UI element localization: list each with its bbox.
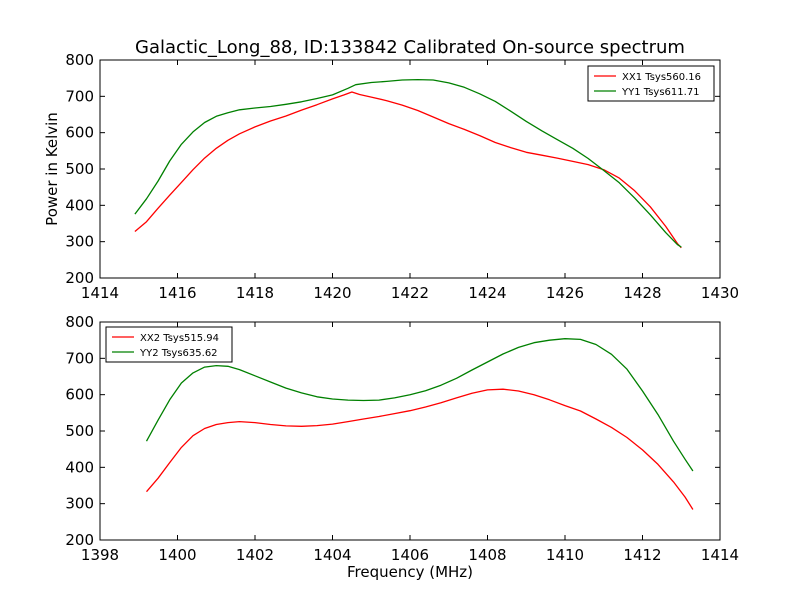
panel2-xtick-label: 1410 bbox=[546, 546, 584, 564]
panel2-ytick-label: 500 bbox=[65, 422, 94, 440]
panel1-xtick-label: 1426 bbox=[546, 284, 584, 302]
panel2-legend-box bbox=[105, 326, 233, 363]
panel1-ytick-label: 600 bbox=[65, 124, 94, 142]
panel2-xtick-label: 1406 bbox=[391, 546, 429, 564]
panel1-ytick-label: 500 bbox=[65, 160, 94, 178]
panel2-xtick-label: 1408 bbox=[468, 546, 506, 564]
panel1-xtick-label: 1430 bbox=[701, 284, 739, 302]
panel1-ytick-label: 700 bbox=[65, 87, 94, 105]
panel2-series-2-line bbox=[145, 338, 694, 472]
panel1-ytick-label: 200 bbox=[65, 269, 94, 287]
panel2-ytick-label: 600 bbox=[65, 386, 94, 404]
panel1-xtick-label: 1420 bbox=[313, 284, 351, 302]
panel2-ytick-label: 300 bbox=[65, 495, 94, 513]
panel1-ytick-label: 300 bbox=[65, 233, 94, 251]
panel2-ytick-label: 700 bbox=[65, 349, 94, 367]
panel1-series-2-line bbox=[134, 78, 682, 248]
panel2-legend: XX2 Tsys515.94 YY2 Tsys635.62 bbox=[105, 326, 233, 363]
panel2-xtick-label: 1412 bbox=[623, 546, 661, 564]
panel1-y-axis-label: Power in Kelvin bbox=[43, 112, 61, 226]
panel1-xtick-label: 1416 bbox=[158, 284, 196, 302]
panel2-xtick-label: 1404 bbox=[313, 546, 351, 564]
panel1-group: 1414 1416 1418 1420 1422 1424 1426 1428 1430 200 3… bbox=[43, 51, 739, 302]
panel1-legend-label-1: XX1 Tsys560.16 bbox=[622, 72, 701, 83]
panel1-xtick-label: 1422 bbox=[391, 284, 429, 302]
panel2-group: 1398 1400 1402 1404 1406 1408 1410 1412 1414 200 3… bbox=[65, 313, 739, 581]
panel1-series-1-line bbox=[134, 91, 682, 249]
panel2-legend-label-1: XX2 Tsys515.94 bbox=[140, 333, 219, 344]
panel2-legend-label-2: YY2 Tsys635.62 bbox=[139, 348, 218, 359]
panel1-legend-label-2: YY1 Tsys611.71 bbox=[621, 87, 700, 98]
panel2-x-axis-label: Frequency (MHz) bbox=[347, 563, 473, 581]
panel1-ytick-label: 800 bbox=[65, 51, 94, 69]
panel1-xtick-label: 1424 bbox=[468, 284, 506, 302]
panel2-ytick-label: 200 bbox=[65, 531, 94, 549]
panel1-legend: XX1 Tsys560.16 YY1 Tsys611.71 bbox=[587, 65, 715, 102]
figure-title: Galactic_Long_88, ID:133842 Calibrated O… bbox=[135, 37, 685, 58]
panel2-ytick-label: 800 bbox=[65, 313, 94, 331]
panel2-xtick-label: 1398 bbox=[81, 546, 119, 564]
panel1-xtick-label: 1414 bbox=[81, 284, 119, 302]
panel2-xtick-label: 1402 bbox=[236, 546, 274, 564]
panel2-xtick-label: 1400 bbox=[158, 546, 196, 564]
panel1-ytick-label: 400 bbox=[65, 196, 94, 214]
panel2-ytick-label: 400 bbox=[65, 458, 94, 476]
panel1-legend-box bbox=[587, 65, 715, 102]
panel1-xtick-label: 1428 bbox=[623, 284, 661, 302]
panel2-series-1-line bbox=[146, 388, 694, 510]
panel2-xtick-label: 1414 bbox=[701, 546, 739, 564]
panel1-xtick-label: 1418 bbox=[236, 284, 274, 302]
